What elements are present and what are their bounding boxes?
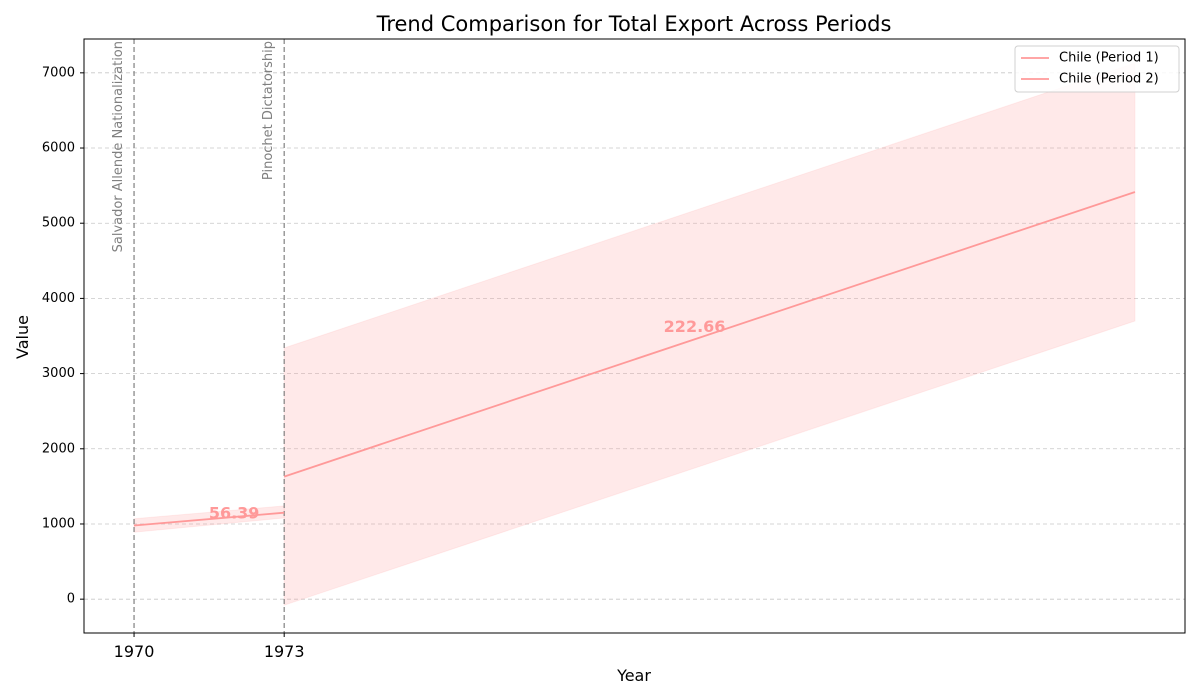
y-tick-label: 4000 [42,291,75,306]
x-tick-label: 1970 [114,642,155,661]
y-tick-label: 6000 [42,141,75,156]
series-line [283,191,1136,478]
chart-title: Trend Comparison for Total Export Across… [376,12,892,36]
y-tick-label: 1000 [42,516,75,531]
axes-frame [83,38,1186,634]
y-tick-label: 2000 [42,441,75,456]
slope-label: 222.66 [664,317,726,336]
plot-area: Salvador Allende Nationalization Pinochet… [42,38,1186,661]
slope-label: 56.39 [209,504,260,523]
event-label: Pinochet Dictatorship [261,41,276,180]
y-tick-label: 5000 [42,216,75,231]
legend-box [1014,45,1180,93]
event-label: Salvador Allende Nationalization [111,41,126,252]
x-axis-title: Year [616,666,651,685]
legend-entry: Chile (Period 2) [1059,72,1159,87]
legend-entry: Chile (Period 1) [1059,51,1159,66]
y-tick-label: 7000 [42,65,75,80]
y-tick-label: 0 [67,592,75,607]
series-line [133,511,285,527]
y-axis-title: Value [13,315,32,359]
y-tick-label: 3000 [42,366,75,381]
x-tick-label: 1973 [264,642,305,661]
legend: Chile (Period 1) Chile (Period 2) [1014,45,1180,93]
